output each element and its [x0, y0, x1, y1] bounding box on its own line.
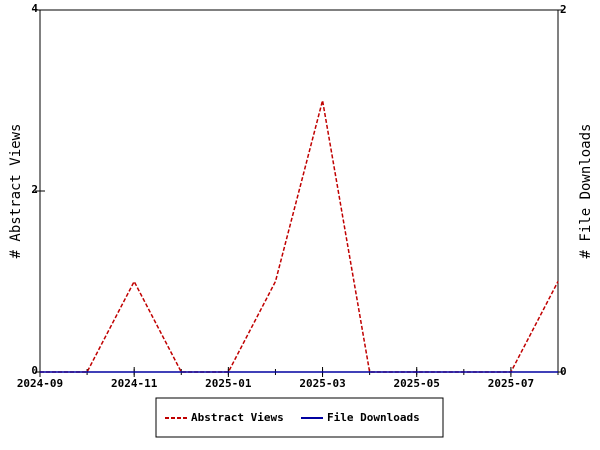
x-tick-label: 2025-01 — [205, 377, 252, 390]
x-tick-label: 2024-09 — [17, 377, 63, 390]
y2-tick-label: 2 — [560, 3, 567, 16]
series-line — [40, 100, 559, 373]
x-tick-label: 2025-07 — [488, 377, 534, 390]
y-tick-label: 2 — [31, 183, 38, 196]
legend-box — [155, 397, 444, 438]
x-tick-label: 2024-11 — [111, 377, 158, 390]
y2-axis-label: # File Downloads — [578, 124, 594, 259]
y-axis-label: # Abstract Views — [8, 124, 24, 259]
legend-label: Abstract Views — [191, 411, 284, 424]
y2-tick-label: 0 — [560, 365, 567, 378]
y-tick-label: 0 — [31, 364, 38, 377]
x-tick-label: 2025-05 — [394, 377, 440, 390]
x-tick-label: 2025-03 — [299, 377, 345, 390]
legend-label: File Downloads — [327, 411, 420, 424]
y-tick-label: 4 — [31, 2, 38, 15]
